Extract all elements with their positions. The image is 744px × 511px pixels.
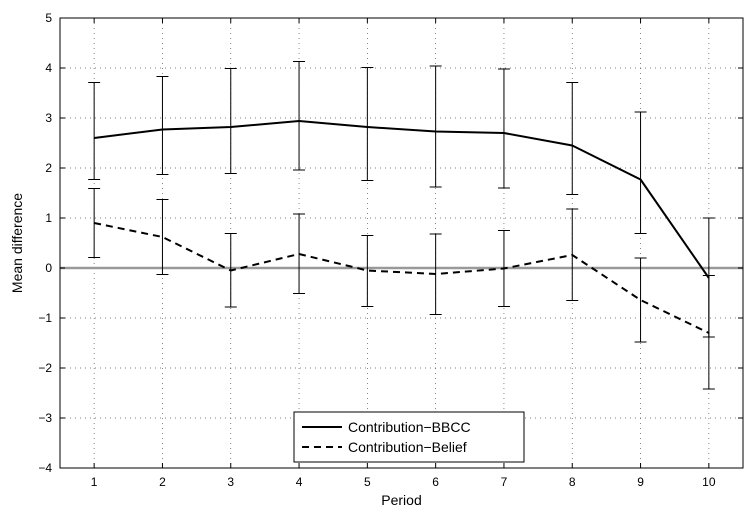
legend: Contribution−BBCC Contribution−Belief [293, 411, 525, 463]
x-tick-label: 3 [227, 475, 234, 489]
y-tick-label: 3 [45, 111, 52, 125]
x-tick-label: 8 [569, 475, 576, 489]
series-group [88, 61, 715, 390]
y-tick-label: 1 [45, 211, 52, 225]
y-tick-label: 2 [45, 161, 52, 175]
y-tick-label: −4 [38, 461, 52, 475]
y-tick-label: 0 [45, 261, 52, 275]
x-tick-label: 7 [501, 475, 508, 489]
x-tick-label: 6 [432, 475, 439, 489]
legend-label-contribution-belief: Contribution−Belief [348, 439, 467, 455]
x-tick-label: 2 [159, 475, 166, 489]
x-tick-label: 10 [702, 475, 716, 489]
x-tick-label: 4 [296, 475, 303, 489]
y-tick-label: −3 [38, 411, 52, 425]
series-line-contribution-bbcc [94, 120, 710, 279]
plot-frame [59, 17, 744, 469]
series-line-contribution-belief [93, 222, 710, 334]
y-axis-label: Mean difference [9, 193, 25, 293]
legend-label-contribution-bbcc: Contribution−BBCC [348, 419, 471, 435]
legend-box [293, 411, 525, 463]
y-tick-label: −1 [38, 311, 52, 325]
x-axis-label: Period [381, 492, 421, 508]
axes: 1 2 3 4 5 6 7 8 9 10 −4 −3 −2 −1 0 1 2 3 4 5 [38, 11, 743, 489]
y-tick-label: 4 [45, 61, 52, 75]
x-tick-label: 9 [637, 475, 644, 489]
y-tick-label: −2 [38, 361, 52, 375]
y-tick-label: 5 [45, 11, 52, 25]
x-tick-label: 1 [91, 475, 98, 489]
x-tick-label: 5 [364, 475, 371, 489]
